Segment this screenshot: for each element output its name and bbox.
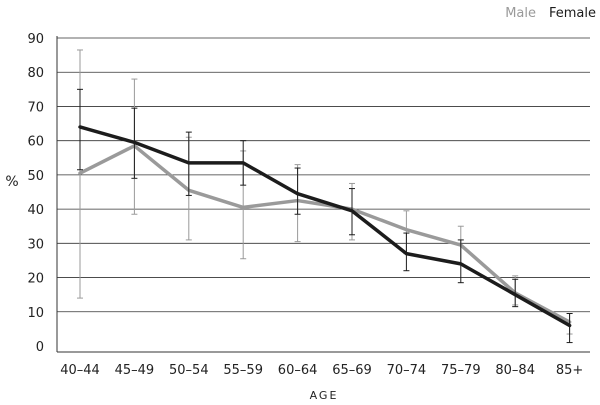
x-tick-label: 80–84 [495, 363, 535, 378]
y-tick-label: 10 [27, 306, 44, 321]
legend-entry-female: Female [549, 6, 596, 21]
x-tick-label: 60–64 [278, 363, 318, 378]
series-layer [77, 49, 573, 344]
y-tick-labels: 0 10 20 30 40 50 60 70 80 90 [27, 32, 44, 355]
series-male [77, 49, 573, 335]
series-female [77, 88, 573, 344]
x-tick-label: 40–44 [60, 363, 100, 378]
x-tick-label: 65–69 [332, 363, 372, 378]
y-tick-label: 40 [27, 203, 44, 218]
y-tick-label: 70 [27, 100, 44, 115]
legend-entry-male: Male [505, 6, 536, 21]
y-tick-label: 0 [36, 340, 44, 355]
x-axis-label: AGE [310, 389, 339, 402]
series-line [78, 144, 572, 324]
y-axis-label: % [5, 174, 18, 190]
y-tick-label: 60 [27, 135, 44, 150]
x-tick-label: 50–54 [169, 363, 209, 378]
series-line [78, 125, 572, 328]
grid-lines [56, 36, 590, 353]
x-tick-labels: 40–44 45–49 50–54 55–59 60–64 65–69 70–74 75–79… [60, 363, 583, 378]
y-tick-label: 50 [27, 169, 44, 184]
y-tick-label: 80 [27, 66, 44, 81]
y-tick-label: 90 [27, 32, 44, 47]
y-tick-label: 20 [27, 272, 44, 287]
x-tick-label: 55–59 [223, 363, 263, 378]
x-tick-label: 70–74 [387, 363, 427, 378]
x-tick-label: 45–49 [115, 363, 155, 378]
x-tick-label: 75–79 [441, 363, 481, 378]
y-tick-label: 30 [27, 237, 44, 252]
x-tick-label: 85+ [556, 363, 583, 378]
